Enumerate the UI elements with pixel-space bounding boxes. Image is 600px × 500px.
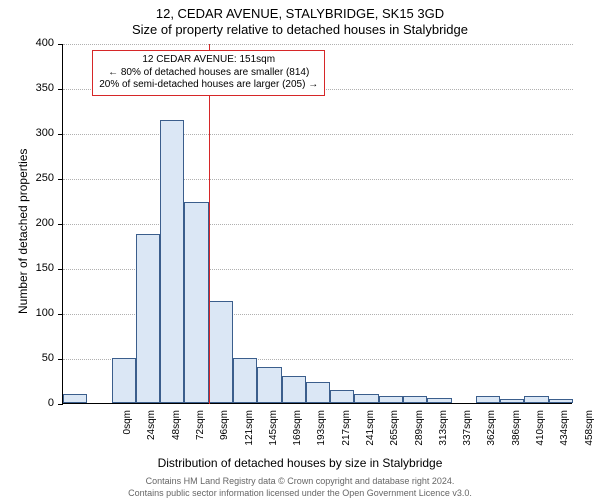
histogram-bar xyxy=(524,396,548,403)
x-tick-label: 458sqm xyxy=(584,410,595,460)
histogram-bar xyxy=(500,399,524,404)
histogram-bar xyxy=(549,399,573,404)
y-tick xyxy=(58,404,63,405)
histogram-bar xyxy=(184,202,208,403)
x-tick-label: 193sqm xyxy=(316,410,327,460)
x-tick-label: 386sqm xyxy=(511,410,522,460)
x-tick-label: 145sqm xyxy=(268,410,279,460)
histogram-bar xyxy=(63,394,87,403)
y-tick xyxy=(58,314,63,315)
chart-title-address: 12, CEDAR AVENUE, STALYBRIDGE, SK15 3GD xyxy=(0,6,600,21)
footer-line-1: Contains HM Land Registry data © Crown c… xyxy=(0,476,600,486)
histogram-bar xyxy=(427,398,451,403)
y-tick xyxy=(58,179,63,180)
x-tick-label: 121sqm xyxy=(244,410,255,460)
y-tick-label: 300 xyxy=(22,127,54,139)
y-tick-label: 100 xyxy=(22,307,54,319)
histogram-bar xyxy=(233,358,257,403)
x-tick-label: 410sqm xyxy=(535,410,546,460)
y-tick-label: 0 xyxy=(22,397,54,409)
histogram-bar xyxy=(379,396,403,403)
annotation-line: 12 CEDAR AVENUE: 151sqm xyxy=(99,54,318,67)
y-tick-label: 350 xyxy=(22,82,54,94)
y-tick xyxy=(58,269,63,270)
y-tick-label: 400 xyxy=(22,37,54,49)
y-tick-label: 150 xyxy=(22,262,54,274)
histogram-bar xyxy=(136,234,160,403)
x-tick-label: 241sqm xyxy=(365,410,376,460)
x-tick-label: 72sqm xyxy=(195,410,206,460)
chart-container: 12, CEDAR AVENUE, STALYBRIDGE, SK15 3GD … xyxy=(0,0,600,500)
x-tick-label: 96sqm xyxy=(219,410,230,460)
x-tick-label: 434sqm xyxy=(559,410,570,460)
y-tick-label: 50 xyxy=(22,352,54,364)
histogram-bar xyxy=(476,396,500,403)
y-tick-label: 200 xyxy=(22,217,54,229)
chart-title-subtitle: Size of property relative to detached ho… xyxy=(0,22,600,37)
annotation-box: 12 CEDAR AVENUE: 151sqm← 80% of detached… xyxy=(92,50,325,96)
histogram-bar xyxy=(112,358,136,403)
x-tick-label: 24sqm xyxy=(146,410,157,460)
y-tick xyxy=(58,134,63,135)
histogram-bar xyxy=(306,382,330,403)
y-tick xyxy=(58,359,63,360)
x-tick-label: 337sqm xyxy=(462,410,473,460)
annotation-line: 20% of semi-detached houses are larger (… xyxy=(99,79,318,92)
histogram-bar xyxy=(330,390,354,404)
x-tick-label: 362sqm xyxy=(486,410,497,460)
x-tick-label: 0sqm xyxy=(122,410,133,460)
histogram-bar xyxy=(257,367,281,403)
histogram-bar xyxy=(403,396,427,403)
histogram-bar xyxy=(209,301,233,403)
y-tick xyxy=(58,224,63,225)
x-tick-label: 289sqm xyxy=(414,410,425,460)
grid-line xyxy=(63,224,573,225)
x-tick-label: 48sqm xyxy=(171,410,182,460)
histogram-bar xyxy=(160,120,184,404)
annotation-line: ← 80% of detached houses are smaller (81… xyxy=(99,67,318,80)
grid-line xyxy=(63,44,573,45)
histogram-bar xyxy=(282,376,306,403)
plot-area: 12 CEDAR AVENUE: 151sqm← 80% of detached… xyxy=(62,44,572,404)
y-tick-label: 250 xyxy=(22,172,54,184)
x-tick-label: 265sqm xyxy=(389,410,400,460)
x-tick-label: 169sqm xyxy=(292,410,303,460)
y-tick xyxy=(58,44,63,45)
grid-line xyxy=(63,179,573,180)
grid-line xyxy=(63,134,573,135)
y-tick xyxy=(58,89,63,90)
x-tick-label: 217sqm xyxy=(341,410,352,460)
x-tick-label: 313sqm xyxy=(438,410,449,460)
footer-line-2: Contains public sector information licen… xyxy=(0,488,600,498)
property-marker-line xyxy=(209,44,210,404)
histogram-bar xyxy=(354,394,378,403)
